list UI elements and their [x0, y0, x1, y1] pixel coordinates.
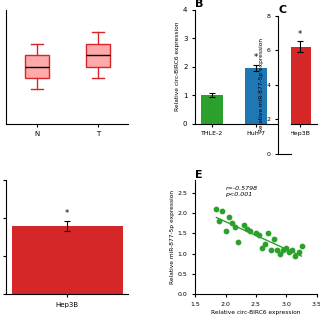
- Text: E: E: [195, 170, 203, 180]
- Point: [266, 231, 271, 236]
- Point: [287, 249, 292, 254]
- Point: [284, 245, 289, 250]
- Point: [229, 221, 234, 226]
- Point: [241, 223, 246, 228]
- Point: [253, 231, 259, 236]
- Text: B: B: [195, 0, 204, 9]
- Y-axis label: Relative miR-877-5p expression: Relative miR-877-5p expression: [170, 190, 175, 284]
- Bar: [245, 68, 267, 124]
- Bar: [289, 47, 311, 124]
- Point: [232, 225, 237, 230]
- Point: [296, 249, 301, 254]
- Point: [260, 245, 265, 250]
- Point: [220, 208, 225, 213]
- Point: [217, 219, 222, 224]
- Bar: [12, 226, 123, 294]
- Point: [262, 241, 268, 246]
- Point: [223, 229, 228, 234]
- Point: [235, 239, 240, 244]
- X-axis label: Relative circ-BIRC6 expression: Relative circ-BIRC6 expression: [211, 310, 300, 315]
- Point: [278, 251, 283, 256]
- Text: C: C: [278, 5, 286, 15]
- Point: [299, 243, 304, 248]
- Point: [268, 247, 274, 252]
- Point: [214, 206, 219, 212]
- Point: [256, 233, 261, 238]
- Point: [281, 247, 286, 252]
- Text: *: *: [254, 53, 258, 62]
- Point: [247, 229, 252, 234]
- Point: [226, 214, 231, 220]
- Y-axis label: Relative miR-877-5p expression: Relative miR-877-5p expression: [259, 38, 264, 132]
- Y-axis label: Relative circ-BIRC6 expression: Relative circ-BIRC6 expression: [175, 22, 180, 111]
- Text: r=-0.5798
p<0.001: r=-0.5798 p<0.001: [226, 186, 258, 197]
- Point: [290, 247, 295, 252]
- Point: [272, 237, 277, 242]
- Point: [275, 247, 280, 252]
- PathPatch shape: [25, 55, 49, 78]
- Point: [244, 227, 249, 232]
- Point: [293, 253, 298, 258]
- Text: *: *: [65, 209, 69, 218]
- Text: *: *: [298, 30, 302, 39]
- Bar: [201, 95, 223, 124]
- PathPatch shape: [85, 44, 110, 67]
